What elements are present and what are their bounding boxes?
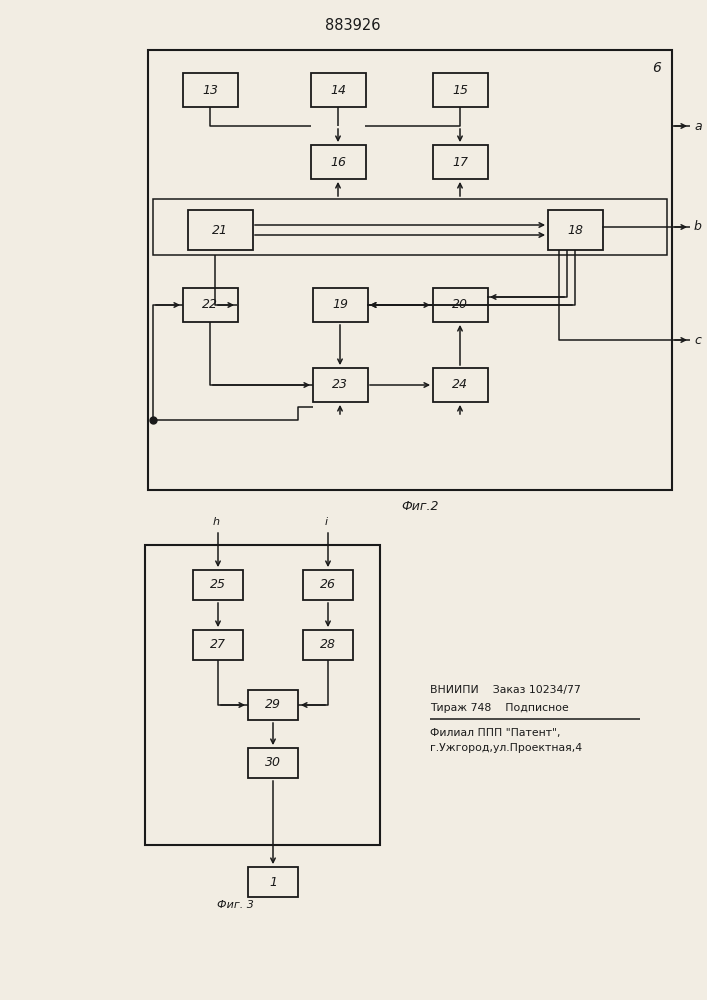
Text: 30: 30	[265, 756, 281, 770]
Bar	[547, 210, 602, 250]
Text: 23: 23	[332, 378, 348, 391]
Text: ВНИИПИ    Заказ 10234/77: ВНИИПИ Заказ 10234/77	[430, 685, 580, 695]
Bar	[303, 630, 353, 660]
Bar	[193, 570, 243, 600]
Text: a: a	[694, 119, 701, 132]
Text: 16: 16	[330, 155, 346, 168]
Bar	[248, 748, 298, 778]
Bar	[145, 545, 380, 845]
Text: Тираж 748    Подписное: Тираж 748 Подписное	[430, 703, 568, 713]
Bar	[248, 690, 298, 720]
Text: 26: 26	[320, 578, 336, 591]
Text: i: i	[325, 517, 327, 527]
Bar	[310, 73, 366, 107]
Text: 883926: 883926	[325, 17, 381, 32]
Bar	[310, 145, 366, 179]
Text: 29: 29	[265, 698, 281, 712]
Bar	[248, 867, 298, 897]
Text: 27: 27	[210, 639, 226, 652]
Bar	[303, 570, 353, 600]
Text: Фиг. 3: Фиг. 3	[216, 900, 253, 910]
Bar	[153, 199, 667, 255]
Text: 28: 28	[320, 639, 336, 652]
Text: 18: 18	[567, 224, 583, 236]
Bar	[182, 73, 238, 107]
Bar	[433, 73, 488, 107]
Text: Филиал ППП "Патент",: Филиал ППП "Патент",	[430, 728, 561, 738]
Text: 15: 15	[452, 84, 468, 97]
Bar	[433, 368, 488, 402]
Text: 24: 24	[452, 378, 468, 391]
Text: 20: 20	[452, 298, 468, 312]
Text: h: h	[213, 517, 219, 527]
Text: Фиг.2: Фиг.2	[402, 499, 439, 512]
Text: 6: 6	[653, 61, 662, 75]
Bar	[433, 288, 488, 322]
Text: c: c	[694, 334, 701, 347]
Text: 17: 17	[452, 155, 468, 168]
Bar	[182, 288, 238, 322]
Bar	[312, 288, 368, 322]
Text: b: b	[694, 221, 702, 233]
Text: г.Ужгород,ул.Проектная,4: г.Ужгород,ул.Проектная,4	[430, 743, 582, 753]
Bar	[148, 50, 672, 490]
Bar	[193, 630, 243, 660]
Text: 13: 13	[202, 84, 218, 97]
Text: 19: 19	[332, 298, 348, 312]
Text: 22: 22	[202, 298, 218, 312]
Bar	[312, 368, 368, 402]
Text: 21: 21	[212, 224, 228, 236]
Text: 1: 1	[269, 876, 277, 888]
Bar	[187, 210, 252, 250]
Bar	[433, 145, 488, 179]
Text: 25: 25	[210, 578, 226, 591]
Text: 14: 14	[330, 84, 346, 97]
